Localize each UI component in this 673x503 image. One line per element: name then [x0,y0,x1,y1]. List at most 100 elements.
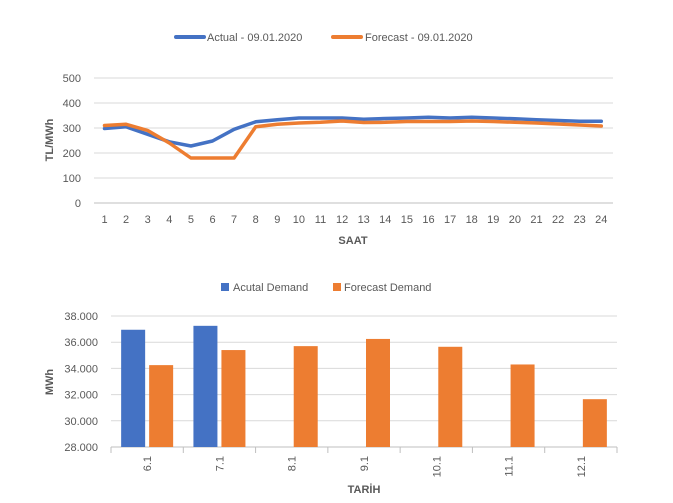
x-tick-label: 16 [422,214,434,226]
x-tick-label: 24 [595,214,607,226]
data-point [254,120,257,123]
data-point [556,119,560,122]
data-point [600,120,603,123]
data-point [427,116,430,119]
y-tick-label: 30.000 [64,416,98,428]
x-tick-label: 3 [145,214,151,226]
data-point [168,141,171,145]
data-point [340,119,344,123]
data-point [384,121,387,124]
data-point [535,118,538,121]
y-axis-title: MWh [44,369,56,396]
legend-swatch-bar-2 [333,283,341,291]
x-tick-label: 20 [509,214,521,226]
x-tick-label: 22 [552,214,564,226]
data-point [189,156,193,160]
data-point [492,116,495,120]
data-point [254,125,257,128]
data-point [470,119,473,123]
data-point [103,124,106,127]
data-point [405,116,409,120]
x-tick-label: 10.1 [431,456,443,477]
legend-label-line-1: Actual - 09.01.2020 [207,32,302,44]
data-point [232,128,236,131]
y-tick-label: 400 [63,98,81,110]
y-tick-label: 32.000 [64,390,98,402]
x-tick-label: 1 [101,214,107,226]
x-tick-label: 13 [358,214,370,226]
data-point [427,120,430,123]
data-point [578,120,581,123]
data-point [276,123,279,126]
x-tick-label: 21 [530,214,542,226]
y-tick-label: 100 [63,173,81,185]
x-tick-label: 6.1 [142,456,154,471]
y-tick-label: 38.000 [64,311,98,323]
bar-actual [193,325,218,447]
x-axis-title: SAAT [338,235,367,247]
data-point [319,116,322,120]
data-point [556,122,560,126]
series-line-2 [102,119,604,160]
data-point [470,116,473,119]
x-tick-label: 5 [188,214,194,226]
y-axis-title: TL/MWh [44,118,56,161]
bar-forecast [366,338,390,447]
bar-forecast [510,364,535,447]
bar-forecast [293,346,318,447]
legend-swatch-bar-1 [221,283,229,291]
x-tick-label: 12.1 [576,456,588,477]
y-tick-label: 0 [75,198,81,210]
legend-label-bar-2: Forecast Demand [344,282,431,294]
bar-forecast [221,350,246,447]
x-tick-label: 9 [274,214,280,226]
x-tick-label: 23 [574,214,586,226]
data-point [578,123,581,127]
bar-forecast [438,346,463,447]
data-point [211,139,214,143]
y-tick-label: 34.000 [64,363,98,375]
bar-actual [121,329,146,447]
data-point [405,120,409,123]
data-point [448,116,452,120]
bar-forecast [149,365,174,447]
data-point [340,116,344,120]
data-point [448,120,452,123]
data-point [232,156,236,160]
data-point [492,120,495,123]
x-tick-label: 14 [379,214,391,226]
data-point [535,121,538,125]
x-tick-label: 4 [166,214,172,226]
data-point [189,144,193,148]
data-point [513,117,517,120]
data-point [146,129,149,132]
data-point [297,121,301,125]
x-tick-label: 15 [401,214,413,226]
x-tick-label: 12 [336,214,348,226]
data-point [600,124,603,128]
data-point [362,121,365,124]
x-tick-label: 11 [315,214,326,226]
data-point [211,156,214,160]
x-tick-label: 8.1 [287,456,299,471]
data-point [276,118,279,121]
x-tick-label: 17 [444,214,456,226]
x-tick-label: 6 [209,214,215,226]
legend-label-bar-1: Acutal Demand [233,282,308,294]
y-tick-label: 200 [63,148,81,160]
y-tick-label: 500 [63,73,81,85]
legend-label-line-2: Forecast - 09.01.2020 [365,32,473,44]
x-tick-label: 10 [293,214,305,226]
bar-forecast [582,399,607,447]
x-tick-label: 2 [123,214,129,226]
data-point [362,118,365,121]
x-tick-label: 9.1 [359,456,371,471]
data-point [103,127,106,130]
data-point [124,123,128,126]
y-tick-label: 36.000 [64,337,98,349]
data-point [146,133,149,136]
data-point [297,116,301,120]
x-axis-title: TARİH [348,483,381,496]
